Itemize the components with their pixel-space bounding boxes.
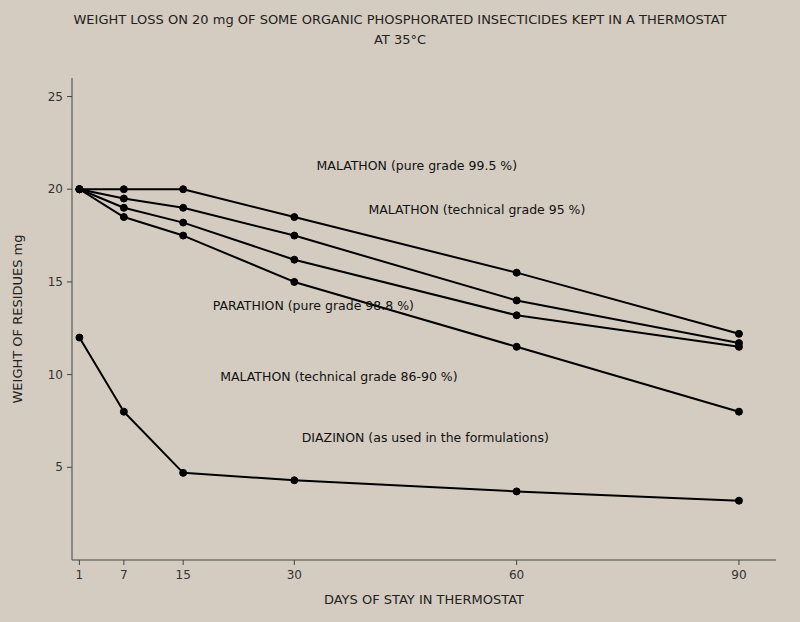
point [76, 334, 83, 341]
point [76, 186, 83, 193]
x-tick-label: 15 [176, 568, 191, 582]
x-tick-label: 7 [120, 568, 128, 582]
x-tick [294, 560, 295, 565]
x-tick-label: 90 [731, 568, 746, 582]
point [513, 297, 520, 304]
x-tick [79, 560, 80, 565]
point [735, 330, 742, 337]
point [180, 232, 187, 239]
series-line [79, 189, 739, 411]
x-axis-line [72, 560, 776, 561]
point [291, 477, 298, 484]
chart: WEIGHT LOSS ON 20 mg OF SOME ORGANIC PHO… [0, 0, 800, 622]
y-tick-label: 25 [48, 90, 63, 104]
point [120, 195, 127, 202]
point [76, 186, 83, 193]
y-axis-label: WEIGHT OF RESIDUES mg [10, 234, 25, 403]
x-tick [516, 560, 517, 565]
x-axis-label: DAYS OF STAY IN THERMOSTAT [324, 592, 524, 607]
annotation: MALATHON (technical grade 95 %) [368, 202, 585, 217]
point [513, 488, 520, 495]
point [291, 278, 298, 285]
series-line [79, 189, 739, 343]
y-tick [67, 467, 72, 468]
y-tick-label: 15 [48, 275, 63, 289]
point [513, 312, 520, 319]
point [735, 343, 742, 350]
point [180, 204, 187, 211]
annotation: MALATHON (pure grade 99.5 %) [317, 158, 518, 173]
point [735, 408, 742, 415]
y-tick [67, 281, 72, 282]
y-tick [67, 374, 72, 375]
series-line [79, 189, 739, 347]
x-tick [183, 560, 184, 565]
point [76, 186, 83, 193]
point [291, 256, 298, 263]
y-tick-label: 5 [55, 460, 63, 474]
subtitle: AT 35°C [374, 32, 426, 47]
y-axis-line [72, 78, 73, 560]
point [180, 469, 187, 476]
y-tick [67, 96, 72, 97]
x-tick [123, 560, 124, 565]
plot-area [76, 186, 743, 504]
x-tick-label: 30 [287, 568, 302, 582]
point [76, 186, 83, 193]
x-tick-label: 60 [509, 568, 524, 582]
point [180, 219, 187, 226]
x-tick-label: 1 [76, 568, 84, 582]
y-tick [67, 189, 72, 190]
point [120, 204, 127, 211]
point [735, 497, 742, 504]
annotation: MALATHON (technical grade 86-90 %) [220, 369, 457, 384]
point [513, 269, 520, 276]
x-tick [738, 560, 739, 565]
y-tick-label: 10 [48, 368, 63, 382]
annotation: PARATHION (pure grade 98.8 %) [213, 298, 414, 313]
point [120, 214, 127, 221]
axes: 1 7 15 30 60 90 5 10 15 20 25 [48, 78, 776, 582]
point [291, 214, 298, 221]
point [513, 343, 520, 350]
series-line [79, 338, 739, 501]
point [180, 186, 187, 193]
annotation: DIAZINON (as used in the formulations) [302, 430, 549, 445]
point [120, 408, 127, 415]
annotations: MALATHON (pure grade 99.5 %) MALATHON (te… [213, 158, 586, 446]
y-tick-label: 20 [48, 182, 63, 196]
series-line [79, 189, 739, 334]
point [291, 232, 298, 239]
title: WEIGHT LOSS ON 20 mg OF SOME ORGANIC PHO… [74, 12, 727, 27]
point [120, 186, 127, 193]
